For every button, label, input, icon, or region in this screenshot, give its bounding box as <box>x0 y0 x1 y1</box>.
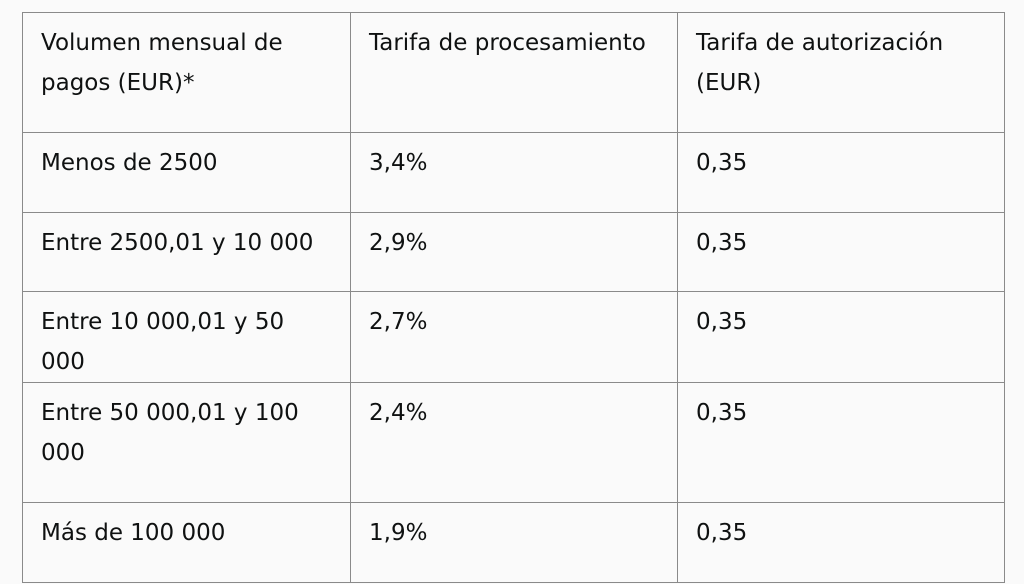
processing-fee-cell: 2,4% <box>350 382 678 503</box>
table-row: Entre 10 000,01 y 50 000 2,7% 0,35 <box>22 291 1005 383</box>
authorization-fee-cell: 0,35 <box>677 502 1005 583</box>
volume-cell: Entre 2500,01 y 10 000 <box>22 211 351 292</box>
table-row: Entre 2500,01 y 10 000 2,9% 0,35 <box>22 211 1005 292</box>
processing-fee-cell: 3,4% <box>350 132 678 213</box>
volume-cell: Entre 10 000,01 y 50 000 <box>22 291 351 383</box>
header-processing-fee: Tarifa de procesamiento <box>350 12 678 133</box>
authorization-fee-cell: 0,35 <box>677 291 1005 383</box>
authorization-fee-cell: 0,35 <box>677 211 1005 292</box>
table-row: Más de 100 000 1,9% 0,35 <box>22 502 1005 583</box>
table-body: Menos de 2500 3,4% 0,35 Entre 2500,01 y … <box>22 132 1005 583</box>
processing-fee-cell: 2,7% <box>350 291 678 383</box>
volume-cell: Menos de 2500 <box>22 132 351 213</box>
authorization-fee-cell: 0,35 <box>677 132 1005 213</box>
table-row: Menos de 2500 3,4% 0,35 <box>22 132 1005 213</box>
volume-cell: Más de 100 000 <box>22 502 351 583</box>
fee-table: Volumen mensual de pagos (EUR)* Tarifa d… <box>22 12 1005 583</box>
header-monthly-volume: Volumen mensual de pagos (EUR)* <box>22 12 351 133</box>
table-header: Volumen mensual de pagos (EUR)* Tarifa d… <box>22 12 1005 133</box>
volume-cell: Entre 50 000,01 y 100 000 <box>22 382 351 503</box>
processing-fee-cell: 2,9% <box>350 211 678 292</box>
table-row: Entre 50 000,01 y 100 000 2,4% 0,35 <box>22 382 1005 503</box>
authorization-fee-cell: 0,35 <box>677 382 1005 503</box>
header-row: Volumen mensual de pagos (EUR)* Tarifa d… <box>22 12 1005 133</box>
header-authorization-fee: Tarifa de autorización (EUR) <box>677 12 1005 133</box>
processing-fee-cell: 1,9% <box>350 502 678 583</box>
